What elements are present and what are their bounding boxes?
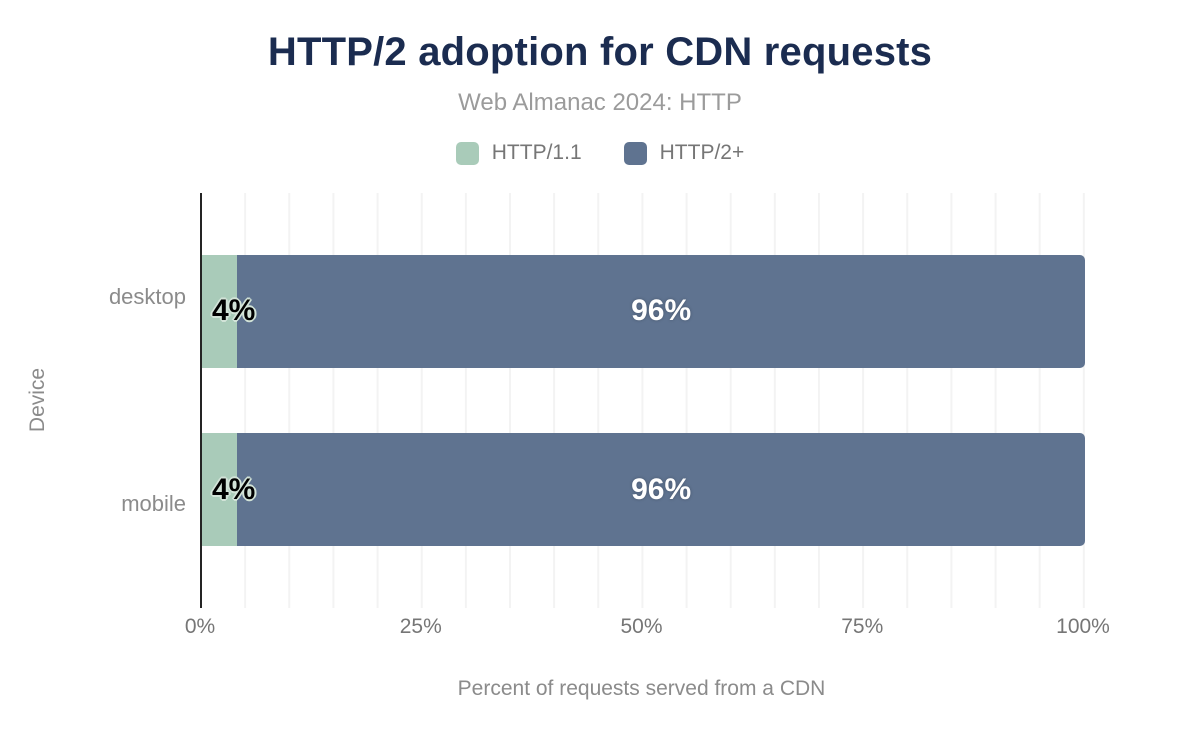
stacked-bar-mobile: 4% 96% [202, 433, 1085, 547]
x-tick-label: 100% [1056, 615, 1110, 638]
chart-subtitle: Web Almanac 2024: HTTP [458, 89, 742, 116]
legend-item-http1-1[interactable]: HTTP/1.1 [455, 141, 582, 165]
x-tick-label: 25% [399, 615, 442, 638]
legend: HTTP/1.1 HTTP/2+ [0, 141, 1200, 165]
x-tick-label: 75% [841, 615, 884, 638]
x-axis-title: Percent of requests served from a CDN [457, 677, 826, 700]
legend-swatch-http2-plus-icon [623, 141, 647, 165]
bar-row-desktop: desktop 4% 96% [109, 193, 1085, 401]
category-label-mobile: mobile [121, 491, 186, 517]
legend-label-http2-plus: HTTP/2+ [659, 141, 745, 164]
bar-segment-desktop-http1-1: 4% [202, 254, 255, 368]
x-tick-label: 0% [184, 615, 216, 638]
stacked-bar-desktop: 4% 96% [202, 254, 1085, 368]
plot-area: desktop 4% 96% mobile 4% 96% [109, 193, 1085, 609]
bar-row-mobile: mobile 4% 96% [121, 401, 1085, 609]
bar-segment-desktop-http2-plus: 96% [237, 254, 1085, 368]
bar-value-label-desktop-http1-1: 4% [212, 294, 256, 328]
bar-value-label-mobile-http1-1: 4% [212, 472, 256, 506]
bar-value-label-mobile-http2-plus: 96% [631, 472, 692, 506]
legend-item-http2-plus[interactable]: HTTP/2+ [623, 141, 745, 165]
legend-label-http1-1: HTTP/1.1 [491, 141, 582, 164]
y-axis-title: Device [26, 367, 49, 433]
bar-segment-mobile-http2-plus: 96% [237, 433, 1085, 547]
x-tick-label: 50% [620, 615, 663, 638]
category-label-desktop: desktop [108, 283, 186, 309]
chart-title: HTTP/2 adoption for CDN requests [267, 30, 933, 74]
bar-value-label-desktop-http2-plus: 96% [631, 294, 692, 328]
legend-swatch-http1-1-icon [455, 141, 479, 165]
bar-segment-mobile-http1-1: 4% [202, 433, 255, 547]
x-axis-ticks: 0% 25% 50% 75% 100% [185, 615, 1110, 643]
